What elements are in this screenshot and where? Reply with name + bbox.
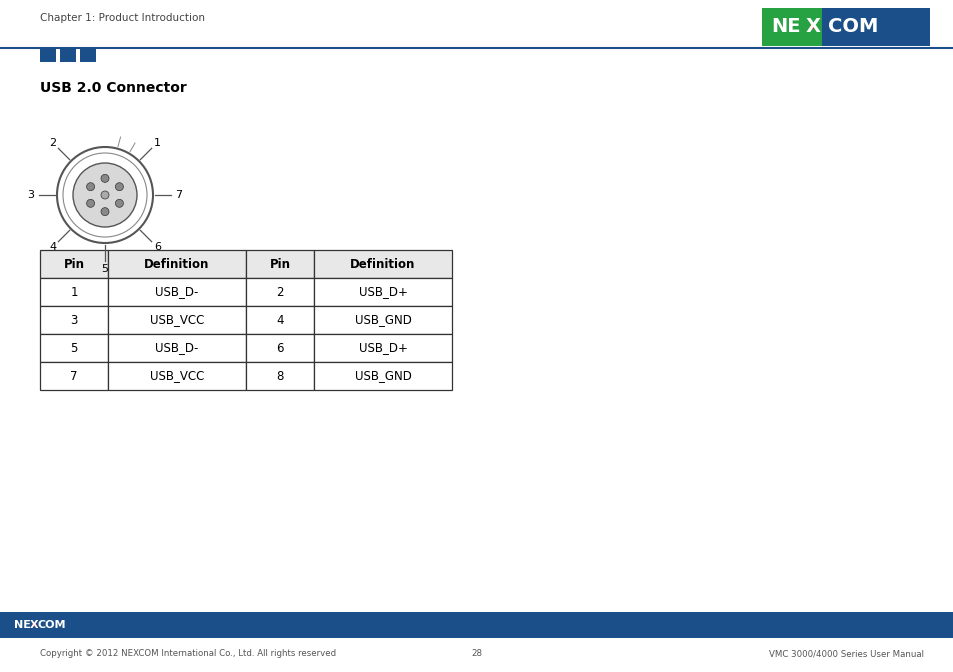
Text: 3: 3 [71,314,77,327]
Text: Definition: Definition [350,257,416,271]
Text: USB_VCC: USB_VCC [150,370,204,382]
Bar [761,8,821,46]
Text: USB_VCC: USB_VCC [150,314,204,327]
Text: X: X [30,620,38,630]
Text: 7: 7 [175,190,182,200]
Text: 2: 2 [49,138,56,148]
Bar [246,278,314,306]
Bar [108,278,246,306]
Bar [246,306,314,334]
Text: USB_D+: USB_D+ [358,286,407,298]
Bar [314,362,452,390]
Circle shape [101,174,109,182]
Text: USB_D-: USB_D- [155,286,198,298]
Text: COM: COM [38,620,67,630]
Text: USB 2.0 Connector: USB 2.0 Connector [40,81,187,95]
Text: 6: 6 [153,243,161,252]
Circle shape [115,200,123,208]
Circle shape [115,183,123,191]
Text: Definition: Definition [144,257,210,271]
Circle shape [101,208,109,216]
Text: 8: 8 [276,370,283,382]
Bar [108,306,246,334]
Bar [246,250,314,278]
Circle shape [101,191,109,199]
Bar [0,612,953,638]
Text: Pin: Pin [64,257,85,271]
Text: 4: 4 [49,243,56,252]
Text: X: X [804,17,820,36]
Bar [246,334,314,362]
Bar [108,362,246,390]
Circle shape [87,183,94,191]
Text: Copyright © 2012 NEXCOM International Co., Ltd. All rights reserved: Copyright © 2012 NEXCOM International Co… [40,650,335,659]
Circle shape [87,200,94,208]
Text: 1: 1 [71,286,77,298]
Bar [314,250,452,278]
Bar [40,250,108,278]
Bar [40,306,108,334]
Text: NE: NE [14,620,30,630]
Text: Pin: Pin [269,257,291,271]
Text: 5: 5 [101,264,109,274]
Text: 5: 5 [71,341,77,355]
Bar [80,48,96,62]
Text: 2: 2 [276,286,283,298]
Text: 3: 3 [28,190,34,200]
Text: VMC 3000/4000 Series User Manual: VMC 3000/4000 Series User Manual [768,650,923,659]
Text: USB_GND: USB_GND [355,314,411,327]
Text: USB_D-: USB_D- [155,341,198,355]
Bar [314,278,452,306]
Text: Chapter 1: Product Introduction: Chapter 1: Product Introduction [40,13,205,23]
Bar [314,306,452,334]
Bar [108,250,246,278]
Text: COM: COM [827,17,878,36]
Text: 6: 6 [276,341,283,355]
Bar [246,362,314,390]
Bar [40,334,108,362]
Bar [60,48,76,62]
Bar [40,362,108,390]
Text: USB_D+: USB_D+ [358,341,407,355]
Text: 28: 28 [471,650,482,659]
Bar [761,8,929,46]
Text: NE: NE [770,17,800,36]
Text: 1: 1 [153,138,161,148]
Bar [314,334,452,362]
Text: USB_GND: USB_GND [355,370,411,382]
Bar [40,48,56,62]
Text: 4: 4 [276,314,283,327]
Text: 7: 7 [71,370,77,382]
Bar [40,278,108,306]
Bar [108,334,246,362]
Circle shape [73,163,137,227]
